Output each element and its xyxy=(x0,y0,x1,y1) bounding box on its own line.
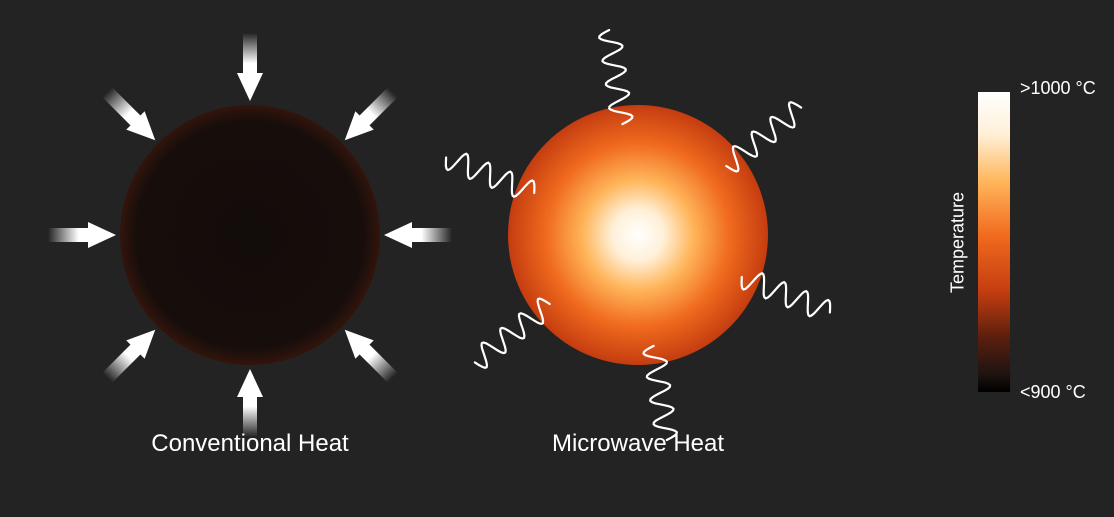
legend-axis-label: Temperature xyxy=(948,183,969,303)
legend-bar xyxy=(978,92,1010,392)
legend-bottom-label: <900 °C xyxy=(1020,382,1086,403)
microwave-caption: Microwave Heat xyxy=(478,430,798,458)
microwave-sphere xyxy=(508,105,768,365)
legend-top-label: >1000 °C xyxy=(1020,78,1096,99)
